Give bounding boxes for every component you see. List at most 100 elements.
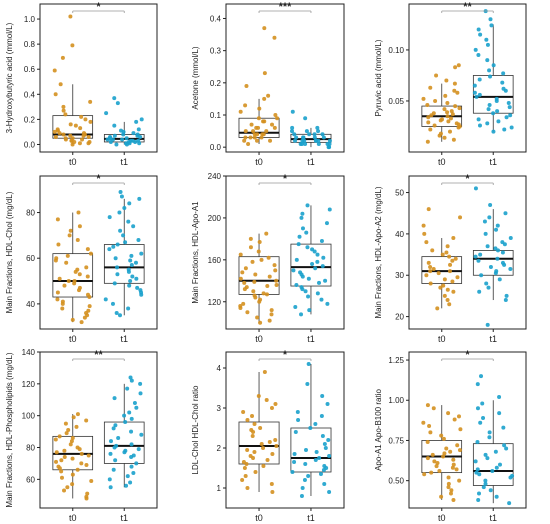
- data-point: [294, 282, 299, 287]
- data-point: [504, 293, 509, 298]
- data-point: [242, 466, 247, 470]
- chart-panel: 0.50 0.75 1.00 1.25 Apo-A1 Apo-B100 ratio t0 t…: [374, 349, 527, 523]
- data-point: [495, 256, 500, 261]
- data-point: [125, 474, 130, 479]
- data-point: [439, 433, 444, 438]
- data-point: [252, 450, 257, 454]
- data-point: [425, 440, 430, 445]
- data-point: [484, 281, 489, 286]
- data-point: [434, 73, 439, 78]
- data-point: [457, 478, 462, 483]
- data-point: [473, 186, 478, 191]
- data-point: [322, 442, 327, 446]
- y-tick-label: 0.1: [210, 111, 222, 120]
- data-point: [479, 374, 484, 379]
- data-point: [68, 228, 73, 233]
- box-t1: [472, 9, 514, 134]
- data-point: [128, 480, 133, 485]
- data-point: [292, 132, 297, 137]
- data-point: [61, 132, 66, 137]
- data-point: [477, 123, 482, 128]
- chart-panel: 60 80 100 120 140 Main Fractions, HDL-Phospho…: [5, 348, 158, 523]
- data-point: [262, 119, 267, 124]
- y-tick-label: 0.0: [210, 143, 222, 152]
- data-point: [60, 306, 65, 311]
- data-point: [255, 138, 260, 143]
- data-point: [103, 297, 108, 302]
- data-point: [313, 422, 318, 426]
- data-point: [321, 468, 326, 472]
- data-point: [269, 308, 274, 313]
- plot-frame: [39, 175, 158, 330]
- data-point: [293, 430, 298, 434]
- data-point: [111, 244, 116, 249]
- data-point: [77, 272, 82, 277]
- data-point: [136, 127, 141, 132]
- data-point: [76, 210, 81, 215]
- data-point: [256, 394, 261, 398]
- data-point: [134, 119, 139, 124]
- chart-panel: 0.05 0.10 Pyruvic acid (mmol/L) t0 t1 **: [374, 1, 527, 167]
- data-point: [77, 224, 82, 229]
- data-point: [475, 406, 480, 411]
- data-point: [477, 491, 482, 496]
- chart-panel: 1 2 3 4 LDL-Chol HDL-Chol ratio t0 t1 *: [191, 349, 345, 523]
- box-iqr: [472, 443, 514, 486]
- data-point: [483, 452, 488, 457]
- data-point: [500, 80, 505, 85]
- data-point: [133, 260, 138, 265]
- data-point: [138, 381, 143, 386]
- data-point: [506, 101, 511, 106]
- data-point: [293, 138, 298, 143]
- data-point: [251, 289, 256, 294]
- data-point: [494, 227, 499, 232]
- y-tick-label: 240: [208, 172, 222, 181]
- data-point: [319, 297, 324, 302]
- data-point: [428, 264, 433, 269]
- data-point: [326, 438, 331, 442]
- data-point: [129, 253, 134, 258]
- data-point: [61, 108, 66, 113]
- data-point: [54, 450, 59, 455]
- data-point: [296, 242, 301, 247]
- data-point: [451, 457, 456, 462]
- data-point: [316, 138, 321, 143]
- data-point: [442, 135, 447, 140]
- data-point: [323, 446, 328, 450]
- y-tick-label: 20: [395, 313, 404, 322]
- data-point: [508, 236, 513, 241]
- data-point: [86, 134, 91, 139]
- significance-label: *: [96, 173, 101, 185]
- x-tick-label: t1: [307, 334, 315, 344]
- data-point: [253, 272, 258, 277]
- y-tick-label: 120: [208, 298, 222, 307]
- data-point: [483, 481, 488, 486]
- data-point: [137, 196, 142, 201]
- data-point: [509, 125, 514, 130]
- data-point: [56, 242, 61, 247]
- data-point: [80, 137, 85, 142]
- data-point: [446, 481, 451, 486]
- data-point: [65, 253, 70, 258]
- data-point: [243, 103, 248, 108]
- data-point: [124, 483, 129, 488]
- significance-label: *: [283, 173, 288, 185]
- box-iqr: [238, 256, 280, 295]
- data-point: [325, 402, 330, 406]
- data-point: [251, 129, 256, 134]
- data-point: [60, 55, 65, 60]
- data-point: [266, 93, 271, 98]
- data-point: [451, 137, 456, 142]
- box-t0: [52, 14, 94, 147]
- data-point: [270, 452, 275, 456]
- data-point: [483, 478, 488, 483]
- data-point: [53, 134, 58, 139]
- data-point: [53, 258, 58, 263]
- data-point: [267, 274, 272, 279]
- data-point: [88, 99, 93, 104]
- data-point: [129, 455, 134, 460]
- data-point: [455, 90, 460, 95]
- data-point: [306, 362, 311, 366]
- data-point: [426, 207, 431, 212]
